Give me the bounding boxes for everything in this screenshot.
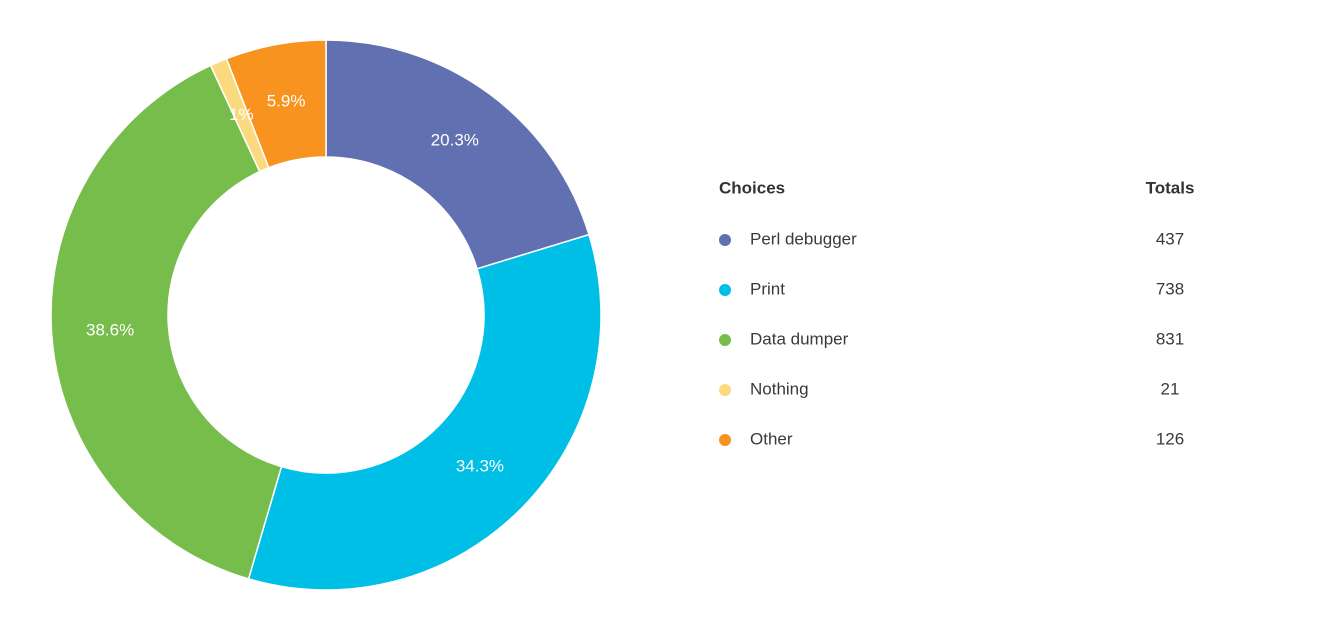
data-label: 5.9% xyxy=(267,92,306,111)
legend-label: Other xyxy=(750,429,793,448)
total-value: 21 xyxy=(1161,379,1180,398)
slice xyxy=(50,64,283,580)
slice xyxy=(325,39,590,270)
legend-dot xyxy=(719,284,731,296)
total-value: 437 xyxy=(1156,229,1184,248)
legend-dot xyxy=(719,384,731,396)
legend-label: Print xyxy=(750,279,785,298)
total-value: 831 xyxy=(1156,329,1184,348)
legend-dot xyxy=(719,234,731,246)
slice xyxy=(247,233,602,591)
data-label: 34.3% xyxy=(456,457,504,476)
table-header: Totals xyxy=(1146,178,1195,197)
data-label: 20.3% xyxy=(431,130,479,149)
legend-label: Perl debugger xyxy=(750,229,857,248)
total-value: 126 xyxy=(1156,429,1184,448)
legend-dot xyxy=(719,434,731,446)
data-label: 38.6% xyxy=(86,320,134,339)
legend-label: Data dumper xyxy=(750,329,849,348)
data-label: 1% xyxy=(229,105,254,124)
legend-label: Nothing xyxy=(750,379,809,398)
total-value: 738 xyxy=(1156,279,1184,298)
table-header: Choices xyxy=(719,178,785,197)
legend-dot xyxy=(719,334,731,346)
slice xyxy=(225,39,327,169)
